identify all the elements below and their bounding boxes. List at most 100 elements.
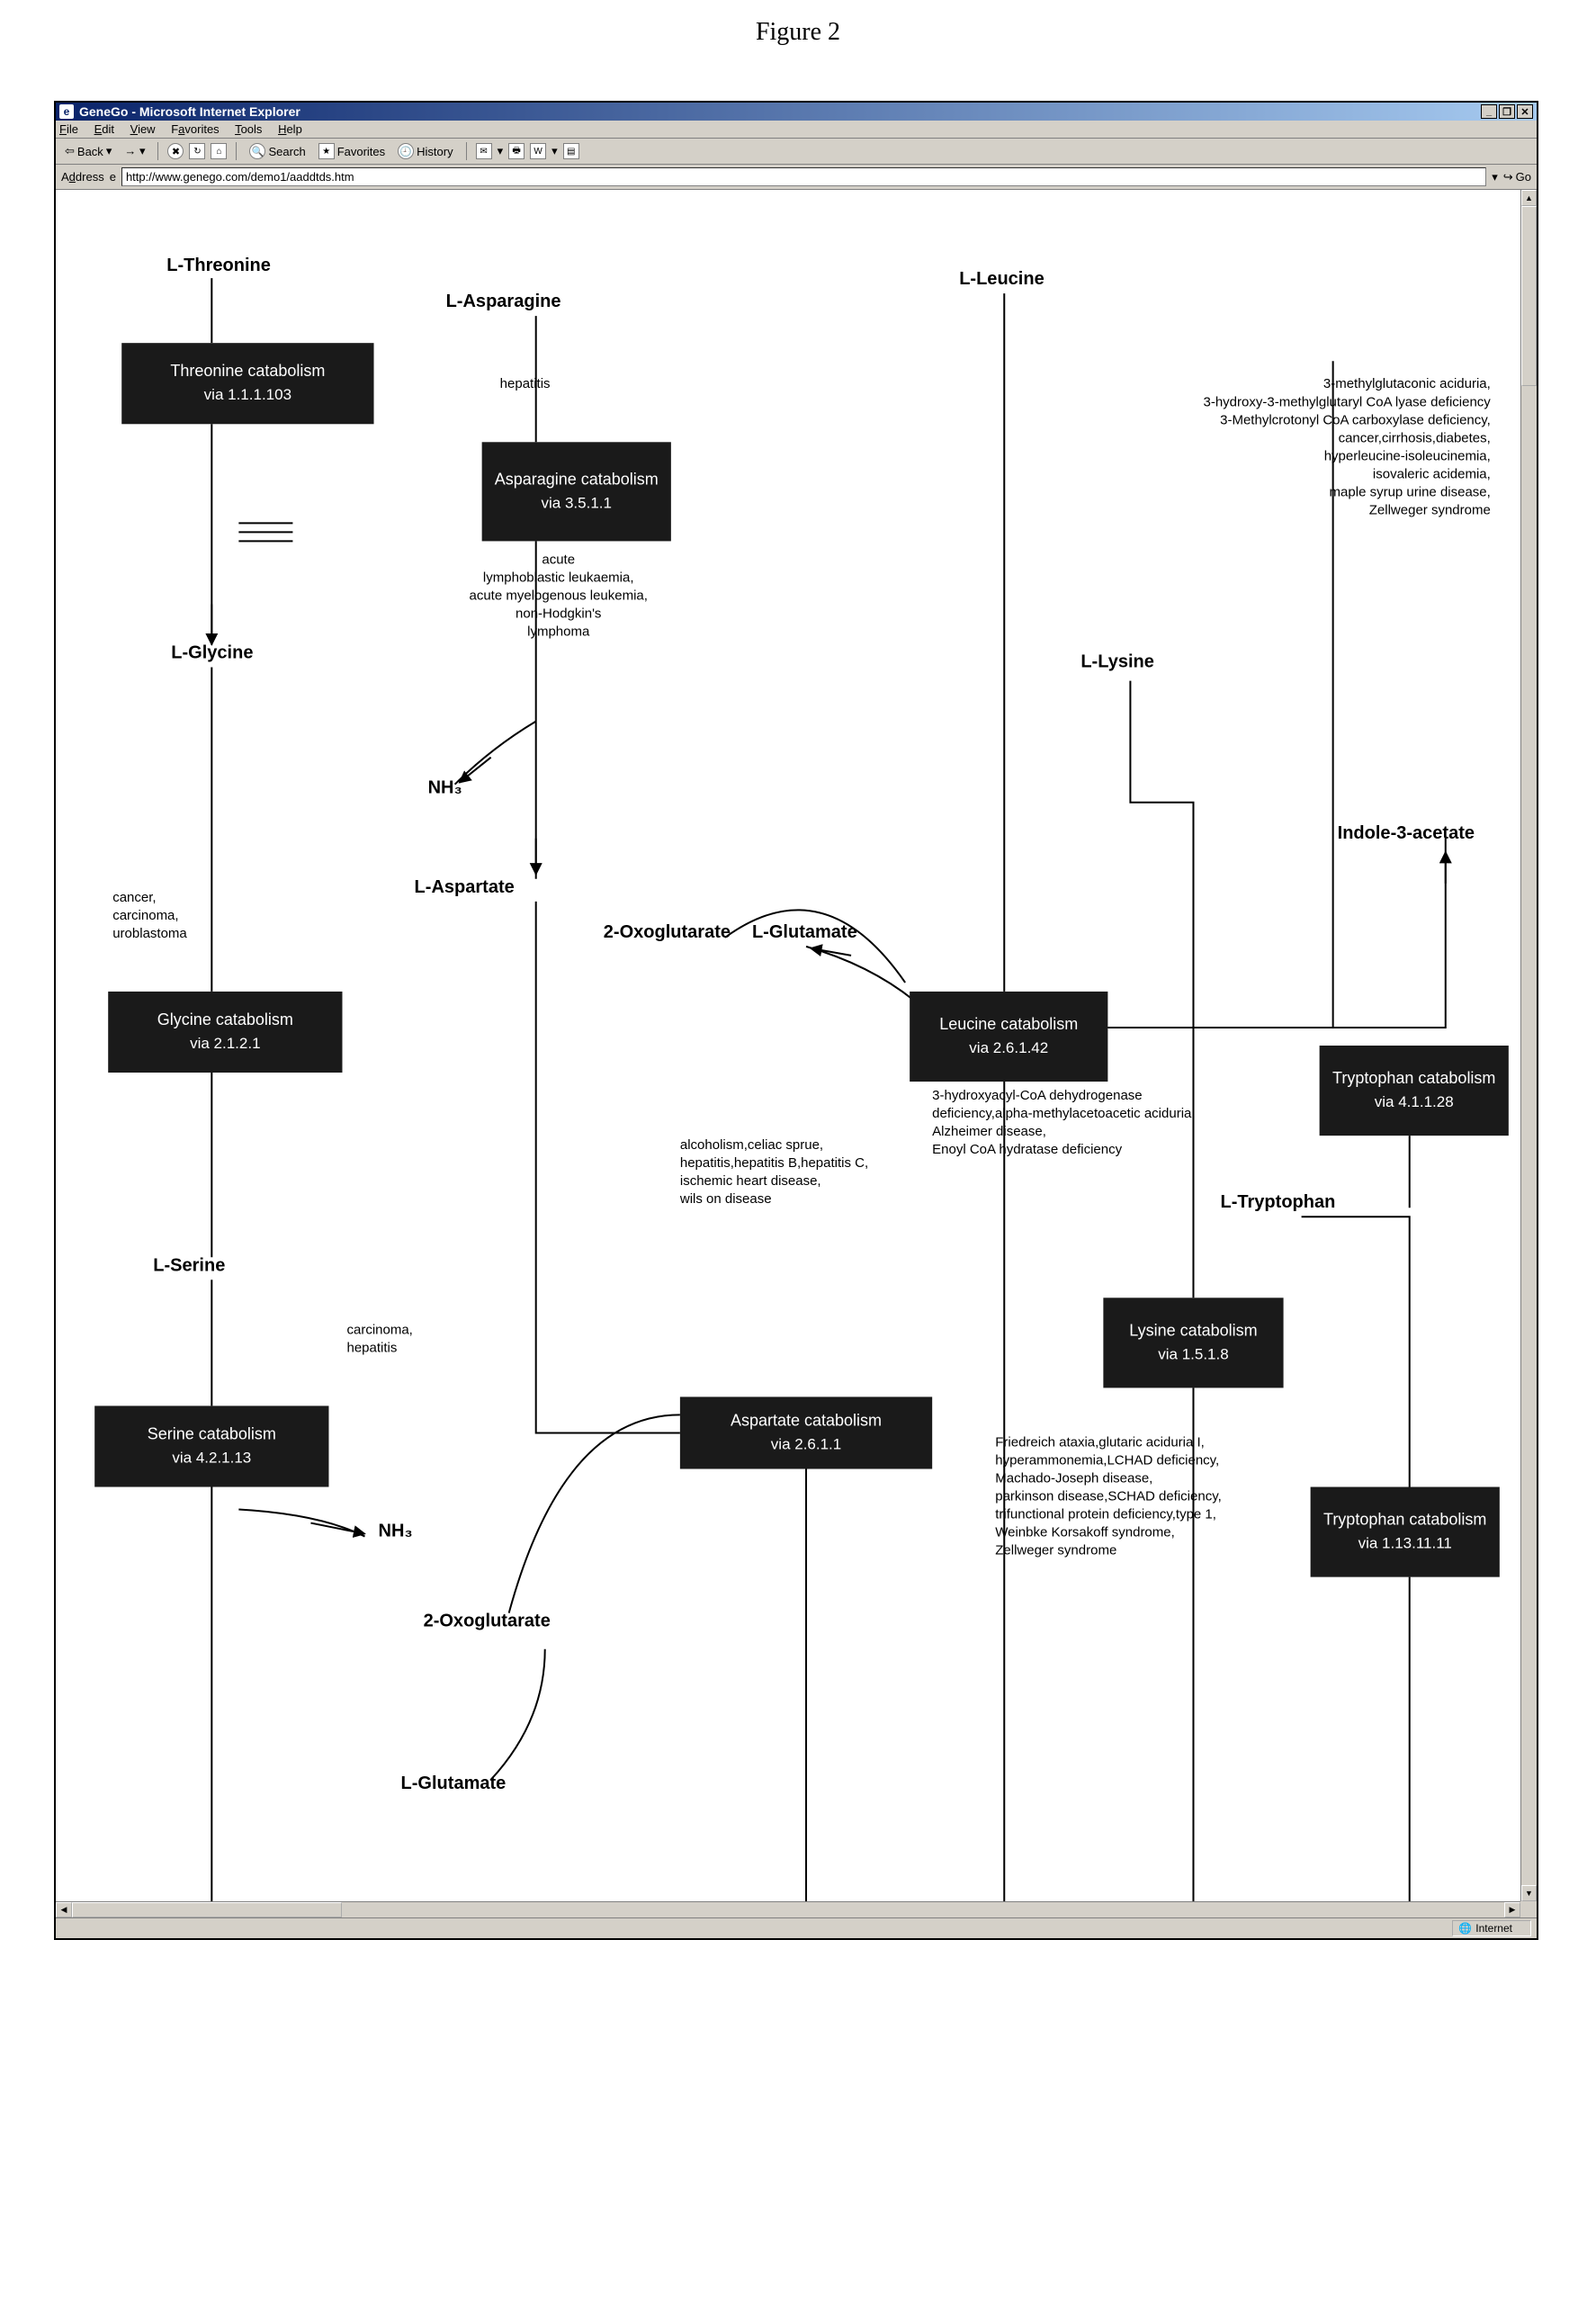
pathway-serine[interactable] [94,1405,328,1486]
disease-cancer_gly-0: cancer, [112,890,156,905]
scroll-right-icon[interactable]: ▶ [1504,1902,1520,1917]
pathway-glycine[interactable] [108,992,342,1073]
disease-leukemia-1: lymphoblastic leukaemia, [483,570,634,585]
disease-alcoholism-3: wils on disease [679,1191,772,1207]
disease-leukemia-0: acute [542,552,575,567]
pathway-leucine[interactable] [910,992,1107,1082]
svg-text:via 2.6.1.1: via 2.6.1.1 [771,1435,841,1452]
svg-text:via 2.1.2.1: via 2.1.2.1 [190,1035,260,1052]
scroll-thumb-h[interactable] [72,1902,342,1917]
svg-text:Leucine catabolism: Leucine catabolism [939,1015,1078,1033]
molecule-l_leucine: L-Leucine [959,269,1045,289]
disease-leukemia-2: acute myelogenous leukemia, [470,588,648,603]
close-button[interactable]: ✕ [1517,104,1533,119]
stop-icon[interactable]: ✖ [167,143,184,159]
disease-cancer_gly-2: uroblastoma [112,926,187,941]
favorites-button[interactable]: ★Favorites [315,141,389,161]
content-area: Threonine catabolismvia 1.1.1.103Asparag… [56,190,1537,1917]
disease-friedreich-4: trifunctional protein deficiency,type 1, [995,1507,1216,1522]
svg-text:via 4.1.1.28: via 4.1.1.28 [1375,1093,1454,1110]
disease-carcinoma_hep-0: carcinoma, [346,1322,412,1337]
menu-tools[interactable]: Tools [235,122,262,136]
molecule-indole: Indole-3-acetate [1338,823,1475,843]
disease-friedreich-1: hyperammonemia,LCHAD deficiency, [995,1452,1219,1468]
molecule-l_aspartate: L-Aspartate [415,877,515,897]
mail-icon[interactable]: ✉ [476,143,492,159]
disease-cancer_gly-1: carcinoma, [112,908,178,923]
mail-dropdown[interactable]: ▾ [498,144,504,158]
svg-text:via 2.6.1.42: via 2.6.1.42 [969,1039,1048,1056]
pathway-asparagine[interactable] [482,442,671,541]
scroll-up-icon[interactable]: ▲ [1521,190,1537,206]
maximize-button[interactable]: ❐ [1499,104,1515,119]
pathway-diagram: Threonine catabolismvia 1.1.1.103Asparag… [56,190,1520,1901]
disease-alcoholism-0: alcoholism,celiac sprue, [680,1137,823,1153]
discuss-icon[interactable]: ▤ [563,143,579,159]
back-button[interactable]: ⇦ Back ▾ [61,142,115,160]
svg-text:Threonine catabolism: Threonine catabolism [170,362,325,380]
menu-favorites[interactable]: Favorites [171,122,219,136]
minimize-button[interactable]: _ [1481,104,1497,119]
refresh-icon[interactable]: ↻ [189,143,205,159]
molecule-l_glutamate_lower: L-Glutamate [401,1774,507,1793]
scroll-corner [1520,1901,1537,1917]
disease-methylglutaconic-1: 3-hydroxy-3-methylglutaryl CoA lyase def… [1204,394,1492,409]
print-icon[interactable]: 🖶 [508,143,525,159]
menu-edit[interactable]: Edit [94,122,114,136]
svg-text:Tryptophan catabolism: Tryptophan catabolism [1332,1069,1495,1087]
pathway-aspartate[interactable] [680,1396,932,1468]
menu-help[interactable]: Help [278,122,302,136]
pathway-tryptophan1[interactable] [1320,1046,1509,1136]
address-dropdown[interactable]: ▾ [1492,170,1498,184]
menu-view[interactable]: View [130,122,156,136]
horizontal-scrollbar[interactable]: ◀ ▶ [56,1901,1520,1917]
edit-dropdown[interactable]: ▾ [551,144,558,158]
molecule-oxoglutarate_1: 2-Oxoglutarate [424,1612,551,1631]
figure-title: Figure 2 [0,0,1596,101]
disease-friedreich-2: Machado-Joseph disease, [995,1471,1152,1486]
pathway-lysine[interactable] [1103,1298,1283,1388]
svg-text:Serine catabolism: Serine catabolism [148,1424,276,1442]
molecule-nh3_1: NH₃ [428,778,462,798]
go-button[interactable]: ↪ Go [1503,170,1531,184]
svg-text:via 1.5.1.8: via 1.5.1.8 [1158,1345,1228,1362]
svg-text:Asparagine catabolism: Asparagine catabolism [495,470,659,488]
molecule-l_tryptophan: L-Tryptophan [1221,1192,1336,1212]
disease-methylglutaconic-2: 3-Methylcrotonyl CoA carboxylase deficie… [1220,412,1491,427]
zone-indicator: 🌐 Internet [1452,1920,1531,1936]
molecule-l_lysine: L-Lysine [1080,652,1154,672]
scroll-thumb-v[interactable] [1521,206,1537,386]
disease-hydroxyacyl-0: 3-hydroxyacyl-CoA dehydrogenase [932,1088,1142,1103]
molecule-l_glutamate_upper: L-Glutamate [752,922,857,942]
window-controls: _ ❐ ✕ [1481,104,1533,119]
toolbar: ⇦ Back ▾ → ▾ ✖ ↻ ⌂ 🔍Search ★Favorites 🕘H… [56,139,1537,165]
scroll-left-icon[interactable]: ◀ [56,1902,72,1917]
address-input[interactable] [121,167,1486,186]
address-label: Address [61,170,104,184]
molecule-l_serine: L-Serine [153,1255,225,1275]
edit-icon[interactable]: W [530,143,546,159]
statusbar: 🌐 Internet [56,1917,1537,1938]
home-icon[interactable]: ⌂ [211,143,227,159]
menubar: File Edit View Favorites Tools Help [56,121,1537,139]
svg-text:Lysine catabolism: Lysine catabolism [1129,1321,1257,1339]
pathway-tryptophan2[interactable] [1311,1487,1500,1577]
addressbar: Address e ▾ ↪ Go [56,165,1537,190]
page-icon: e [110,170,116,184]
search-button[interactable]: 🔍Search [246,141,309,161]
titlebar: e GeneGo - Microsoft Internet Explorer _… [56,103,1537,121]
scroll-down-icon[interactable]: ▼ [1521,1885,1537,1901]
pathway-threonine[interactable] [121,343,373,424]
svg-text:Tryptophan catabolism: Tryptophan catabolism [1323,1511,1486,1529]
disease-alcoholism-2: ischemic heart disease, [680,1173,821,1189]
history-button[interactable]: 🕘History [394,141,456,161]
menu-file[interactable]: File [59,122,78,136]
disease-methylglutaconic-7: Zellweger syndrome [1369,502,1491,517]
disease-hydroxyacyl-3: Enoyl CoA hydratase deficiency [932,1142,1122,1157]
internet-icon: 🌐 [1458,1922,1472,1935]
disease-methylglutaconic-0: 3-methylglutaconic aciduria, [1323,376,1491,391]
forward-button[interactable]: → ▾ [121,142,148,160]
disease-methylglutaconic-6: maple syrup urine disease, [1330,484,1491,499]
disease-methylglutaconic-3: cancer,cirrhosis,diabetes, [1339,430,1491,445]
vertical-scrollbar[interactable]: ▲ ▼ [1520,190,1537,1901]
